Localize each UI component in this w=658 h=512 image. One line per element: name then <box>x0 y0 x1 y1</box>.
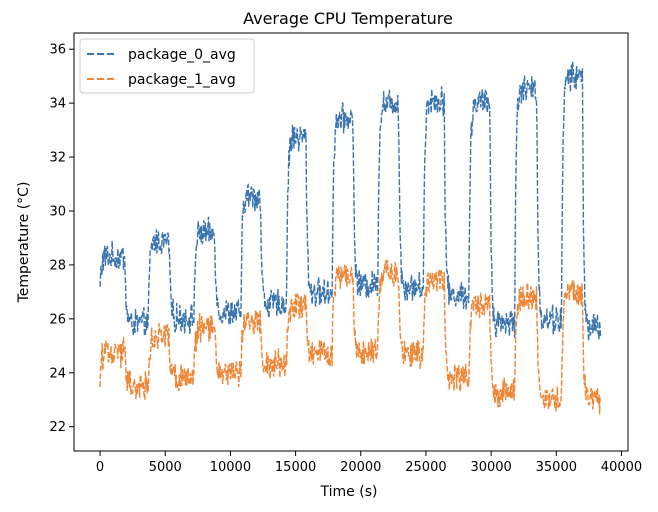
x-axis-ticks: 0 5000 10000 15000 20000 25000 30000 35000 40000 <box>96 451 642 475</box>
y-tick-label-26: 26 <box>49 312 66 327</box>
y-axis-label: Temperature (°C) <box>16 182 32 304</box>
x-tick-label-5000: 5000 <box>149 460 182 475</box>
series-line-package_0_avg <box>99 61 602 342</box>
x-tick-label-35000: 35000 <box>536 460 577 475</box>
y-tick-label-36: 36 <box>49 43 66 58</box>
x-tick-label-10000: 10000 <box>210 460 251 475</box>
series-line-package_1_avg <box>99 259 602 415</box>
plot-area <box>73 32 629 452</box>
x-tick-label-30000: 30000 <box>470 460 511 475</box>
x-tick-label-15000: 15000 <box>275 460 316 475</box>
plot-frame <box>73 32 629 452</box>
y-tick-label-24: 24 <box>49 366 66 381</box>
series-layer <box>99 61 602 415</box>
x-tick-label-25000: 25000 <box>405 460 446 475</box>
chart-title: Average CPU Temperature <box>243 9 453 28</box>
y-axis-ticks: 22 24 26 28 30 32 34 36 <box>49 43 74 435</box>
y-tick-label-22: 22 <box>49 420 66 435</box>
y-tick-label-30: 30 <box>49 204 66 219</box>
x-tick-label-0: 0 <box>96 460 104 475</box>
legend-entry-package_0_avg: package_0_avg <box>128 47 236 63</box>
y-tick-label-34: 34 <box>49 97 66 112</box>
y-tick-label-32: 32 <box>49 151 66 166</box>
y-tick-label-28: 28 <box>49 258 66 273</box>
legend-box <box>79 38 255 94</box>
x-tick-label-20000: 20000 <box>340 460 381 475</box>
legend-entry-package_1_avg: package_1_avg <box>128 72 236 88</box>
x-tick-label-40000: 40000 <box>601 460 642 475</box>
x-axis-label: Time (s) <box>320 484 378 500</box>
legend: package_0_avg package_1_avg <box>79 38 255 94</box>
